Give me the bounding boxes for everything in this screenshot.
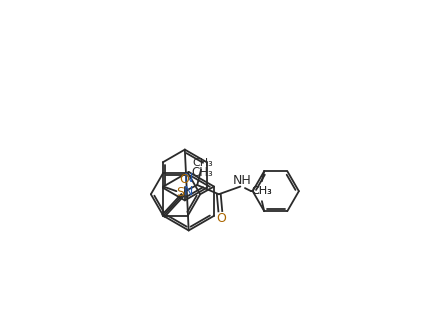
Text: CH₃: CH₃	[252, 186, 272, 196]
Text: O: O	[179, 173, 189, 186]
Text: CH₃: CH₃	[192, 158, 213, 168]
Text: O: O	[216, 213, 226, 225]
Text: CH₃: CH₃	[192, 166, 214, 179]
Text: N: N	[183, 185, 192, 198]
Text: CH₃: CH₃	[252, 186, 272, 196]
Text: N: N	[184, 172, 193, 185]
Text: NH: NH	[233, 174, 251, 187]
Text: S: S	[176, 186, 184, 199]
